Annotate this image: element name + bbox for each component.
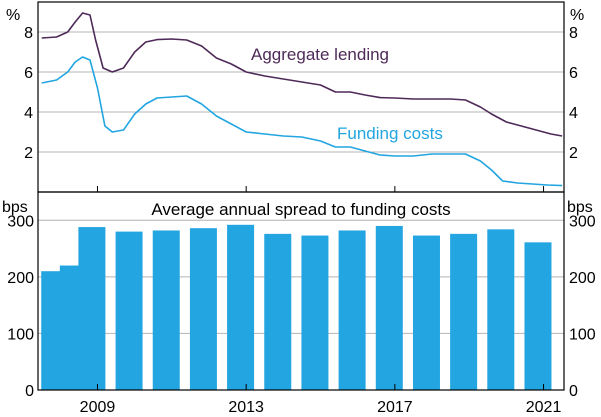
bar-2009 (78, 227, 106, 390)
x-tick-2021: 2021 (526, 399, 562, 416)
bar-2019 (450, 233, 478, 390)
y-tick-left-2-percent: 2 (24, 145, 33, 162)
line-panel-gridlines (38, 31, 564, 153)
panel-frames (37, 1, 565, 391)
y-tick-left-6-percent: 6 (24, 65, 33, 82)
series-line-aggregate-lending (41, 12, 563, 137)
y-tick-right-8-percent: 8 (569, 25, 578, 42)
line-panel-frame (37, 1, 565, 193)
bar-2020 (487, 229, 515, 390)
bar-panel-frame (37, 191, 565, 391)
x-tick-2013: 2013 (228, 399, 264, 416)
line-panel-unit-left: % (6, 7, 20, 24)
bar-2021 (524, 242, 552, 390)
bar-2018 (412, 235, 440, 390)
bar-2012 (189, 228, 217, 390)
bar-2017 (375, 225, 403, 390)
x-tick-2009: 2009 (80, 399, 116, 416)
tick-labels: 2 2 4 4 6 6 8 8 0 0 100 100 200 200 300 300 2009 2013 2017… (7, 25, 596, 416)
line-panel-unit-right: % (570, 7, 584, 24)
y-tick-right-0-bps: 0 (569, 383, 578, 400)
bar-2014 (264, 233, 292, 390)
line-series (41, 12, 563, 187)
y-tick-left-0-bps: 0 (25, 383, 34, 400)
y-tick-right-6-percent: 6 (569, 65, 578, 82)
x-tick-2017: 2017 (377, 399, 413, 416)
bar-2011 (152, 230, 180, 390)
series-line-funding-costs (41, 56, 563, 187)
series-label-funding-costs: Funding costs (337, 124, 443, 143)
bar-2010 (115, 231, 143, 390)
bar-2016 (338, 230, 366, 390)
y-tick-left-8-percent: 8 (24, 25, 33, 42)
bar-panel-unit-left: bps (2, 199, 28, 216)
bar-panel-title: Average annual spread to funding costs (151, 200, 450, 219)
bar-panel-unit-right: bps (567, 199, 593, 216)
y-tick-right-200-bps: 200 (569, 270, 596, 287)
y-tick-left-300-bps: 300 (7, 213, 34, 230)
series-label-aggregate-lending: Aggregate lending (251, 45, 389, 64)
y-tick-left-4-percent: 4 (24, 105, 33, 122)
y-tick-right-4-percent: 4 (569, 105, 578, 122)
y-tick-left-100-bps: 100 (7, 326, 34, 343)
y-tick-right-100-bps: 100 (569, 326, 596, 343)
y-tick-left-200-bps: 200 (7, 270, 34, 287)
bar-series (41, 224, 552, 390)
bar-2013 (227, 224, 255, 390)
y-tick-right-300-bps: 300 (569, 213, 596, 230)
y-tick-right-2-percent: 2 (569, 145, 578, 162)
bar-2015 (301, 235, 329, 390)
